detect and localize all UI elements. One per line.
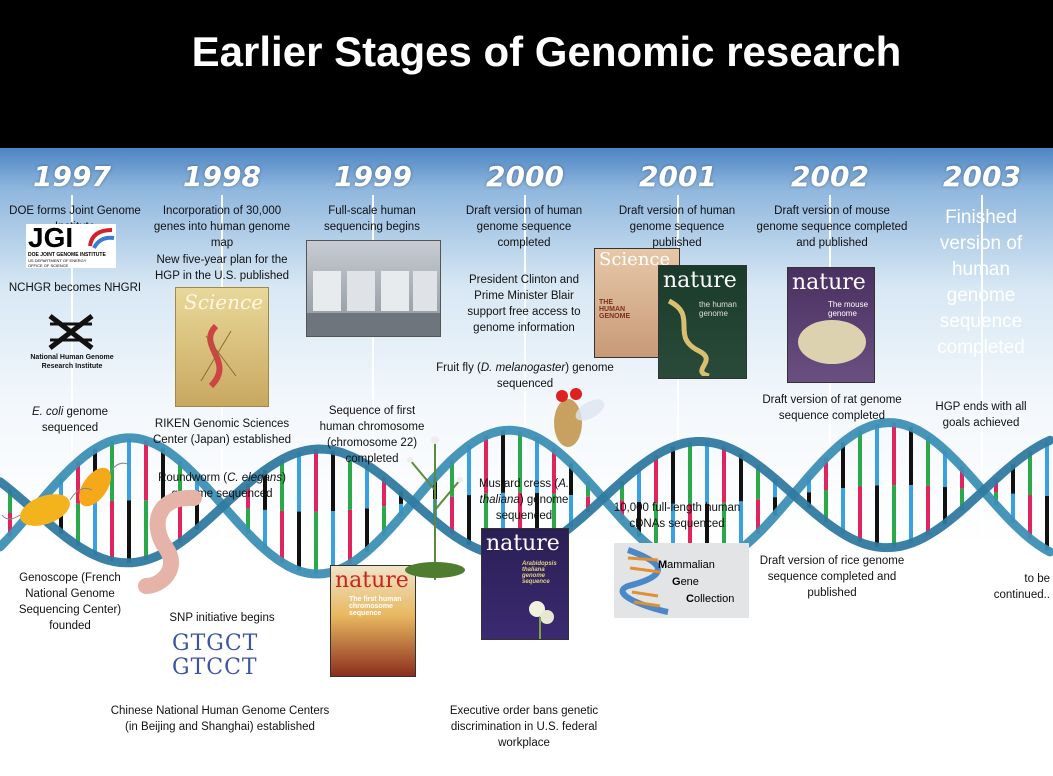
jgi-sub-line3: OFFICE OF SCIENCE (28, 263, 69, 268)
nature-cover-1999-title: nature (335, 568, 409, 593)
year-line-2001 (677, 195, 679, 770)
nature-cover-2001-sub: the human genome (699, 300, 737, 318)
year-line-1997 (71, 195, 73, 770)
event-executive-order: Executive order bans genetic discriminat… (449, 705, 599, 749)
nature-cover-2000-title: nature (486, 531, 560, 556)
event-chinese-centers: Chinese National Human Genome Centers (i… (110, 705, 330, 733)
jgi-sub-line2: US DEPARTMENT OF ENERGY (28, 258, 87, 263)
event-rice: Draft version of rice genome sequence co… (759, 555, 905, 599)
slide-title: Earlier Stages of Genomic research (191, 28, 902, 75)
event-cdnas: 10,000 full-length human cDNAs sequenced (613, 502, 741, 530)
mgc-line2-text: ene (680, 576, 699, 588)
event-mustard-species: A. thaliana (479, 478, 570, 506)
mgc-line3-text: ollection (693, 593, 735, 605)
event-ecoli: E. coli genome sequenced (20, 404, 120, 436)
mgc-m-letter: M (658, 559, 668, 571)
nhgri-logo-text: National Human Genome Research Institute (30, 354, 114, 370)
snp-sequence-line2: GTCCT (172, 655, 258, 680)
jgi-swoosh-icon (88, 228, 115, 249)
event-fruit-fly-b: ) genome sequenced (496, 362, 614, 390)
event-mustard-cress: Mustard cress (A. thaliana) genome seque… (464, 476, 584, 524)
event-fruit-fly-species: D. melanogaster (480, 362, 566, 374)
event-nchgr-nhgri: NCHGR becomes NHGRI (8, 282, 142, 294)
nature-cover-2000: nature Arabidopsis thaliana genome seque… (481, 528, 569, 640)
year-label-2003: 2003 (943, 160, 1021, 193)
event-mustard-a: Mustard cress ( (478, 478, 559, 490)
year-label-2002: 2002 (791, 160, 869, 193)
science-cover-1998-title: Science (184, 290, 264, 314)
event-roundworm-a: Roundworm ( (158, 472, 228, 484)
event-draft-human-2001: Draft version of human genome sequence p… (618, 205, 736, 249)
arabidopsis-flower-art (529, 601, 554, 639)
mouse-art (798, 320, 866, 364)
year-line-2002 (829, 195, 831, 770)
event-clinton-blair: President Clinton and Prime Minister Bla… (467, 274, 581, 334)
event-five-year-plan: New five-year plan for the HGP in the U.… (154, 254, 290, 282)
mgc-line1-text: ammalian (667, 559, 715, 571)
year-line-1998 (221, 195, 223, 770)
event-ecoli-text: genome sequenced (41, 406, 109, 434)
mgc-line1: Mammalian (658, 559, 715, 571)
science-cover-2001-sub: THE HUMAN GENOME (599, 299, 631, 320)
event-riken: RIKEN Genomic Sciences Center (Japan) es… (152, 418, 292, 446)
jgi-logo-text: JGI (28, 222, 74, 253)
event-finished: Finished version of human genome sequenc… (937, 207, 1025, 358)
nature-cover-1999: nature The first human chromosome sequen… (330, 565, 416, 677)
ecoli-bacteria-icon (1, 462, 131, 526)
science-cover-1998: Science (175, 287, 269, 407)
nature-cover-2002-title: nature (792, 270, 866, 295)
title-bar: Earlier Stages of Genomic research (0, 0, 1053, 148)
science-cover-1998-art (200, 323, 237, 389)
jgi-sub-line1: DOE JOINT GENOME INSTITUTE (28, 252, 106, 258)
mgc-logo: Mammalian Gene Collection (614, 543, 749, 618)
science-cover-2001-title: Science (599, 249, 671, 270)
nhgri-logo-icon (48, 314, 94, 350)
event-ecoli-species: E. coli (31, 406, 64, 418)
year-label-1999: 1999 (334, 160, 412, 193)
event-mouse: Draft version of mouse genome sequence c… (756, 205, 908, 249)
nature-cover-2000-sub: Arabidopsis thaliana genome sequence (522, 561, 557, 585)
year-label-2000: 2000 (486, 160, 564, 193)
event-full-scale: Full-scale human sequencing begins (324, 205, 420, 233)
event-fruit-fly-a: Fruit fly ( (436, 362, 481, 374)
mgc-helix-icon (619, 547, 669, 615)
mgc-line3: Collection (686, 593, 734, 605)
snp-sequence: GTGCT GTCCT (172, 632, 258, 680)
event-chromosome22: Sequence of first human chromosome (chro… (319, 405, 425, 465)
event-snp: SNP initiative begins (169, 612, 275, 624)
year-line-1999 (372, 195, 374, 770)
nature-2001-helix-art (667, 298, 710, 376)
mgc-g-letter: G (672, 576, 681, 588)
fruit-fly-icon (554, 388, 605, 447)
snp-sequence-line1: GTGCT (172, 631, 259, 656)
event-draft-human-2000: Draft version of human genome sequence c… (465, 205, 583, 249)
mgc-line2: Gene (672, 576, 699, 588)
event-30000-genes: Incorporation of 30,000 genes into human… (153, 205, 291, 249)
lab-machines-art (307, 271, 440, 336)
year-label-1997: 1997 (33, 160, 111, 193)
sequencing-lab-photo (306, 240, 441, 337)
year-line-2003 (981, 195, 983, 770)
event-mustard-b: ) genome sequenced (495, 494, 569, 522)
nature-cover-2002-sub: The mouse genome (828, 300, 869, 318)
mgc-c-letter: C (686, 593, 694, 605)
nature-cover-2001-title: nature (663, 268, 737, 293)
nature-cover-1999-sub: The first human chromosome sequence (349, 596, 402, 617)
year-label-1998: 1998 (183, 160, 261, 193)
event-fruit-fly: Fruit fly (D. melanogaster) genome seque… (420, 360, 630, 392)
event-hgp-ends: HGP ends with all goals achieved (935, 401, 1027, 429)
nature-cover-2002: nature The mouse genome (787, 267, 875, 383)
event-rat: Draft version of rat genome sequence com… (762, 394, 902, 422)
roundworm-icon (138, 490, 202, 594)
jgi-logo: JGI DOE JOINT GENOME INSTITUTE US DEPART… (26, 222, 116, 268)
year-label-2001: 2001 (639, 160, 717, 193)
arabidopsis-plant-icon (405, 436, 465, 580)
nature-cover-2001: nature the human genome (658, 265, 747, 379)
year-line-2000 (524, 195, 526, 770)
event-to-be-continued: to be continued.. (993, 573, 1050, 601)
event-roundworm-species: C. elegans (227, 472, 283, 484)
event-genoscope: Genoscope (French National Genome Sequen… (18, 572, 122, 632)
